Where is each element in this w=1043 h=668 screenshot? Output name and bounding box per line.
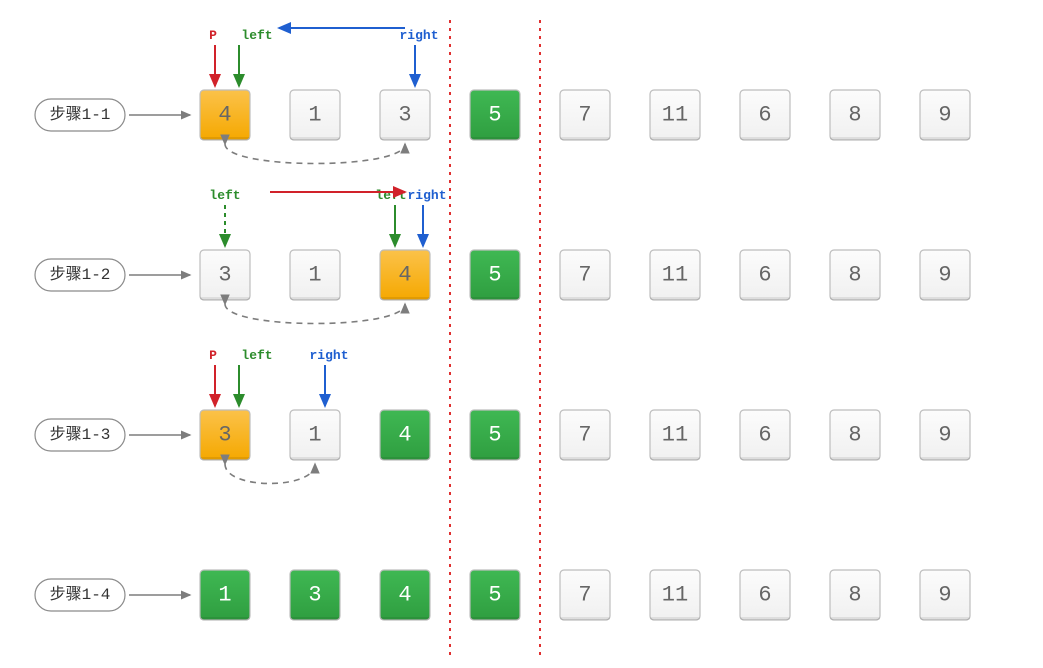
right-pointer-label: right — [399, 28, 438, 43]
right-pointer-label: right — [309, 348, 348, 363]
array-cell-value: 4 — [218, 103, 231, 128]
left-pointer-label: left — [241, 28, 272, 43]
swap-arc — [225, 144, 405, 164]
array-cell-value: 3 — [398, 103, 411, 128]
left-pointer-label: left — [375, 188, 406, 203]
array-cell-value: 11 — [662, 103, 688, 128]
left-pointer-label: left — [241, 348, 272, 363]
step-label-text: 步骤1-3 — [50, 425, 111, 444]
array-cell-value: 7 — [578, 263, 591, 288]
swap-arc — [225, 464, 315, 484]
array-cell-value: 4 — [398, 263, 411, 288]
array-cell-value: 1 — [218, 583, 231, 608]
array-cell-value: 9 — [938, 583, 951, 608]
array-cell-value: 5 — [488, 263, 501, 288]
array-cell-value: 7 — [578, 103, 591, 128]
array-cell-value: 5 — [488, 103, 501, 128]
array-cell-value: 11 — [662, 263, 688, 288]
array-cell-value: 11 — [662, 583, 688, 608]
diagram-canvas: 步骤1-14135711689Pleftright步骤1-23145711689… — [0, 0, 1043, 668]
array-cell-value: 4 — [398, 583, 411, 608]
array-cell-value: 6 — [758, 103, 771, 128]
array-cell-value: 9 — [938, 423, 951, 448]
array-cell-value: 6 — [758, 423, 771, 448]
array-cell-value: 5 — [488, 423, 501, 448]
array-cell-value: 8 — [848, 423, 861, 448]
array-cell-value: 3 — [308, 583, 321, 608]
array-cell-value: 9 — [938, 103, 951, 128]
array-cell-value: 8 — [848, 263, 861, 288]
swap-arc — [225, 304, 405, 324]
array-cell-value: 1 — [308, 103, 321, 128]
array-cell-value: 8 — [848, 103, 861, 128]
array-cell-value: 5 — [488, 583, 501, 608]
P-pointer-label: P — [209, 28, 217, 43]
right-pointer-label: right — [407, 188, 446, 203]
array-cell-value: 6 — [758, 263, 771, 288]
step-label-text: 步骤1-2 — [50, 265, 111, 284]
array-cell-value: 11 — [662, 423, 688, 448]
left-pointer-label: left — [209, 188, 240, 203]
step-label-text: 步骤1-4 — [50, 585, 111, 604]
array-cell-value: 3 — [218, 423, 231, 448]
array-cell-value: 3 — [218, 263, 231, 288]
array-cell-value: 1 — [308, 423, 321, 448]
array-cell-value: 6 — [758, 583, 771, 608]
array-cell-value: 4 — [398, 423, 411, 448]
array-cell-value: 9 — [938, 263, 951, 288]
array-cell-value: 7 — [578, 423, 591, 448]
step-label-text: 步骤1-1 — [50, 105, 111, 124]
array-cell-value: 8 — [848, 583, 861, 608]
array-cell-value: 7 — [578, 583, 591, 608]
array-cell-value: 1 — [308, 263, 321, 288]
P-pointer-label: P — [209, 348, 217, 363]
